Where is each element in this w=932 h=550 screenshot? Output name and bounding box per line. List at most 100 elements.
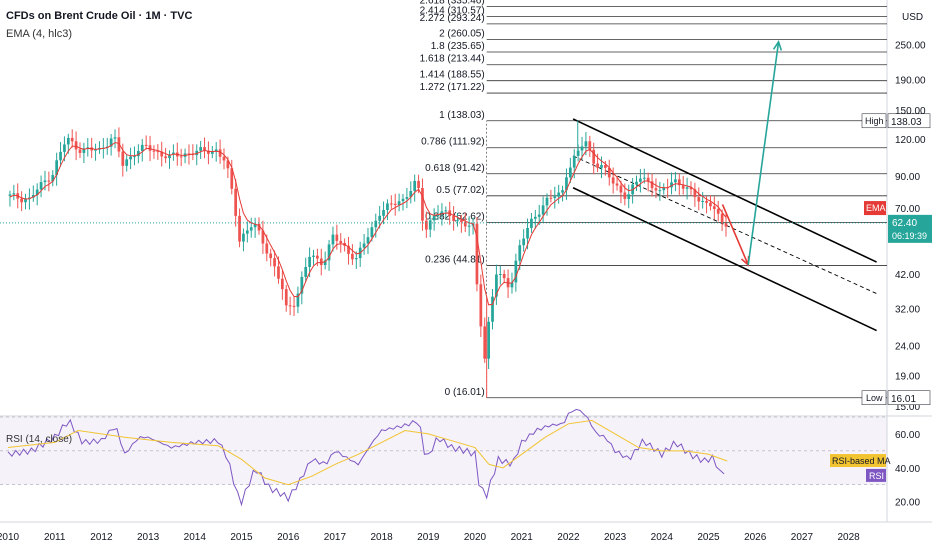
candle-body [234, 188, 238, 216]
time-tick-label: 2021 [511, 532, 534, 543]
candle-body [611, 177, 615, 184]
candle-body [210, 151, 214, 154]
candle-body [483, 326, 487, 359]
candle-body [693, 189, 697, 198]
rsi-tick-label: 60.00 [895, 430, 920, 441]
candle-body [207, 150, 210, 154]
currency-label: USD [902, 12, 923, 23]
time-axis[interactable]: 2010 2011 2012 2013 2014 2015 2016 2017 2018 2019… [0, 532, 860, 543]
candle-body [86, 147, 90, 149]
candle-body [125, 159, 129, 166]
rsi-axis[interactable]: 60.00 40.00 20.00 [895, 430, 920, 509]
candle-body [144, 144, 148, 146]
candle-body [382, 210, 385, 216]
candle-body [530, 218, 533, 228]
candle-body [475, 223, 479, 285]
candle-body [533, 216, 537, 219]
time-tick-label: 2024 [651, 532, 674, 543]
candle-body [218, 149, 222, 157]
time-tick-label: 2018 [370, 532, 393, 543]
candle-body [203, 147, 206, 151]
candle-body [386, 203, 389, 211]
bar-countdown: 06:19:39 [892, 231, 927, 241]
high-tag-value: 138.03 [891, 117, 922, 128]
candle-body [179, 156, 183, 158]
candle-body [35, 189, 39, 196]
candle-body [514, 260, 518, 283]
candle-body [654, 188, 658, 191]
candle-body [436, 214, 440, 216]
price-tick-label: 250.00 [895, 40, 926, 51]
candle-body [319, 258, 323, 266]
candle-body [70, 137, 74, 142]
price-tick-label: 24.00 [895, 342, 920, 353]
candle-body [47, 180, 51, 182]
candle-body [677, 179, 681, 186]
candle-body [55, 160, 59, 176]
candle-body [409, 190, 413, 198]
ema-tag-label: EMA [866, 203, 886, 213]
candle-body [510, 282, 514, 288]
high-tag-label: High [865, 116, 884, 126]
candle-body [635, 181, 638, 185]
time-tick-label: 2022 [557, 532, 580, 543]
price-tick-label: 150.00 [895, 106, 926, 117]
fibonacci-extension[interactable]: 0 (16.01)0.236 (44.81)0.382 (62.62)0.5 (… [420, 0, 887, 399]
candle-body [113, 137, 117, 139]
price-tick-label: 90.00 [895, 172, 920, 183]
candle-body [518, 245, 522, 261]
candle-body [650, 181, 654, 189]
candle-body [576, 150, 580, 156]
ema-tag: EMA [864, 201, 886, 216]
high-tag: High 138.03 [861, 113, 931, 129]
candle-body [366, 237, 370, 244]
candle-body [549, 197, 553, 199]
candle-body [195, 150, 199, 156]
candle-body [230, 168, 234, 189]
candle-body [600, 165, 603, 168]
candle-body [662, 187, 666, 191]
fib-level-label: 0.236 (44.81) [425, 254, 485, 265]
rsi-tick-label: 20.00 [895, 498, 920, 509]
price-tick-label: 32.00 [895, 305, 920, 316]
candle-body [607, 167, 611, 178]
fib-level-label: 1.272 (171.22) [420, 82, 485, 93]
candle-body [156, 151, 160, 153]
candle-body [300, 276, 304, 294]
candle-body [59, 151, 62, 161]
candle-body [689, 187, 693, 190]
candle-body [222, 156, 226, 161]
candle-body [335, 234, 339, 241]
candle-body [596, 163, 599, 168]
time-tick-label: 2011 [44, 532, 66, 543]
time-tick-label: 2020 [464, 532, 487, 543]
low-tag-label: Low [866, 393, 883, 403]
projection-arrows[interactable] [721, 40, 783, 267]
candle-body [82, 148, 86, 153]
candle-body [148, 145, 152, 151]
price-pane[interactable] [0, 0, 887, 415]
chart-title[interactable]: CFDs on Brent Crude Oil · 1M · TVC [6, 10, 193, 22]
rsi-pane[interactable] [0, 417, 887, 522]
candle-body [463, 222, 467, 227]
candle-body [129, 156, 132, 160]
candle-body [467, 225, 471, 227]
ema-legend[interactable]: EMA (4, hlc3) [6, 28, 73, 40]
price-tick-label: 42.00 [895, 270, 920, 281]
candle-body [238, 215, 241, 242]
descending-channel[interactable] [572, 118, 877, 332]
candle-body [553, 196, 557, 199]
candle-body [94, 149, 97, 151]
candle-body [339, 240, 343, 244]
candle-body [66, 137, 70, 145]
time-tick-label: 2026 [744, 532, 767, 543]
candle-body [323, 260, 327, 266]
fib-level-label: 2.272 (293.24) [420, 13, 485, 24]
fib-level-label: 2.414 (310.57) [420, 6, 485, 17]
rsi-legend[interactable]: RSI (14, close) [6, 434, 73, 445]
candle-body [269, 253, 273, 259]
candle-body [378, 215, 382, 221]
candle-body [502, 274, 506, 279]
candle-body [160, 151, 164, 157]
